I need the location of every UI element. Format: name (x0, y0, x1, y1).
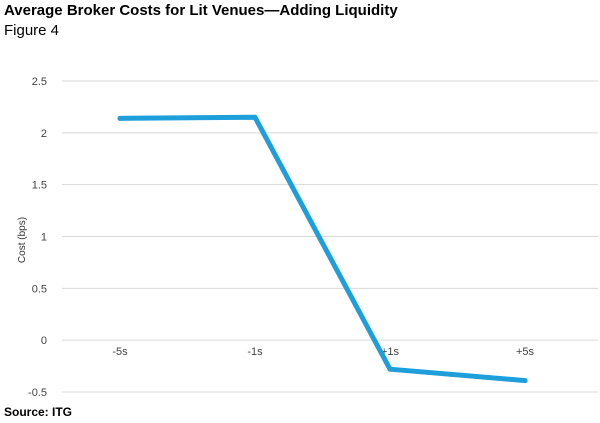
x-axis-ticks: -5s -1s +1s +5s (112, 346, 534, 358)
gridlines (62, 80, 598, 393)
figure-label: Figure 4 (4, 22, 60, 39)
y-tick-label: 0 (41, 335, 47, 347)
x-tick-label: +5s (516, 346, 535, 358)
x-tick-label: -5s (112, 346, 128, 358)
y-tick-label: -0.5 (28, 387, 47, 399)
y-axis-label: Cost (bps) (17, 217, 28, 263)
y-axis-ticks: 2.5 2 1.5 1 0.5 0 -0.5 (28, 76, 47, 399)
data-point (252, 114, 258, 120)
y-tick-label: 0.5 (32, 283, 47, 295)
y-tick-label: 1 (41, 232, 47, 244)
series-line (117, 114, 528, 384)
chart-title: Average Broker Costs for Lit Venues—Addi… (4, 2, 398, 19)
series-layer (117, 114, 528, 384)
data-point (387, 366, 393, 372)
x-tick-label: -1s (247, 346, 263, 358)
y-tick-label: 1.5 (32, 180, 47, 192)
y-tick-label: 2.5 (32, 76, 47, 88)
source-note: Source: ITG (4, 405, 73, 419)
data-point (522, 378, 528, 384)
y-tick-label: 2 (41, 128, 47, 140)
x-tick-label: +1s (381, 346, 400, 358)
data-point (117, 115, 123, 121)
